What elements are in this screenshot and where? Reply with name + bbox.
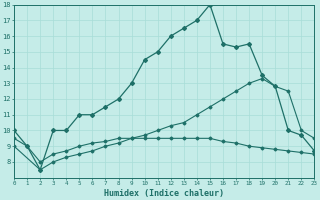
X-axis label: Humidex (Indice chaleur): Humidex (Indice chaleur) [104, 189, 224, 198]
